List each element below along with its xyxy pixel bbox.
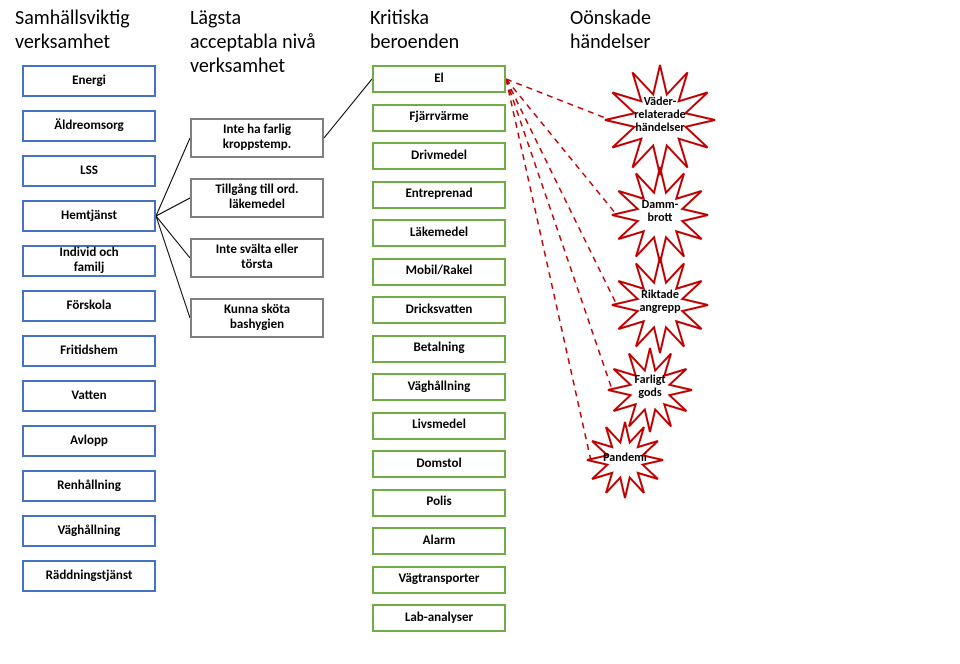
col3-box-9: Livsmedel bbox=[372, 412, 506, 440]
col3-box-2: Drivmedel bbox=[372, 142, 506, 170]
col1-box-9: Renhållning bbox=[22, 470, 156, 502]
col3-box-12: Alarm bbox=[372, 527, 506, 555]
col1-box-0: Energi bbox=[22, 65, 156, 97]
col3-box-3: Entreprenad bbox=[372, 181, 506, 209]
col1-box-6: Fritidshem bbox=[22, 335, 156, 367]
col1-box-4: Individ ochfamilj bbox=[22, 245, 156, 277]
col3-box-10: Domstol bbox=[372, 450, 506, 478]
star-shape-1 bbox=[612, 167, 708, 263]
col1-box-8: Avlopp bbox=[22, 425, 156, 457]
col1-box-2: LSS bbox=[22, 155, 156, 187]
star-shape-3 bbox=[608, 348, 692, 432]
col1-box-1: Äldreomsorg bbox=[22, 110, 156, 142]
star-label-0: Väder-relateradehändelser bbox=[610, 96, 710, 136]
col2-box-1: Tillgång till ord.läkemedel bbox=[190, 178, 324, 218]
star-shape-2 bbox=[612, 257, 708, 353]
col3-header: Kritiskaberoenden bbox=[370, 6, 459, 54]
col1-header: Samhällsviktigverksamhet bbox=[15, 6, 130, 54]
col3-box-8: Väghållning bbox=[372, 373, 506, 401]
col3-box-11: Polis bbox=[372, 489, 506, 517]
col1-box-10: Väghållning bbox=[22, 515, 156, 547]
star-label-1: Damm-brott bbox=[610, 199, 710, 225]
col3-box-7: Betalning bbox=[372, 335, 506, 363]
col1-box-5: Förskola bbox=[22, 290, 156, 322]
col3-box-4: Läkemedel bbox=[372, 219, 506, 247]
star-shape-0 bbox=[605, 65, 715, 175]
col1-box-3: Hemtjänst bbox=[22, 200, 156, 232]
col2-box-2: Inte svälta ellertörsta bbox=[190, 238, 324, 278]
star-label-2: Riktadeangrepp bbox=[610, 289, 710, 315]
col3-box-0: El bbox=[372, 65, 506, 93]
col4-header: Oönskadehändelser bbox=[570, 6, 651, 54]
col2-header: Lägstaacceptabla nivåverksamhet bbox=[190, 6, 316, 78]
col2-box-0: Inte ha farligkroppstemp. bbox=[190, 118, 324, 158]
star-label-3: Farligtgods bbox=[600, 374, 700, 400]
col1-box-7: Vatten bbox=[22, 380, 156, 412]
col3-box-1: Fjärrvärme bbox=[372, 104, 506, 132]
star-shape-4 bbox=[587, 422, 663, 498]
col3-box-6: Dricksvatten bbox=[372, 296, 506, 324]
col2-box-3: Kunna skötabashygien bbox=[190, 298, 324, 338]
col3-box-5: Mobil/Rakel bbox=[372, 258, 506, 286]
col3-box-13: Vägtransporter bbox=[372, 566, 506, 594]
star-label-4: Pandemi bbox=[575, 452, 675, 465]
col3-box-14: Lab-analyser bbox=[372, 604, 506, 632]
col1-box-11: Räddningstjänst bbox=[22, 560, 156, 592]
